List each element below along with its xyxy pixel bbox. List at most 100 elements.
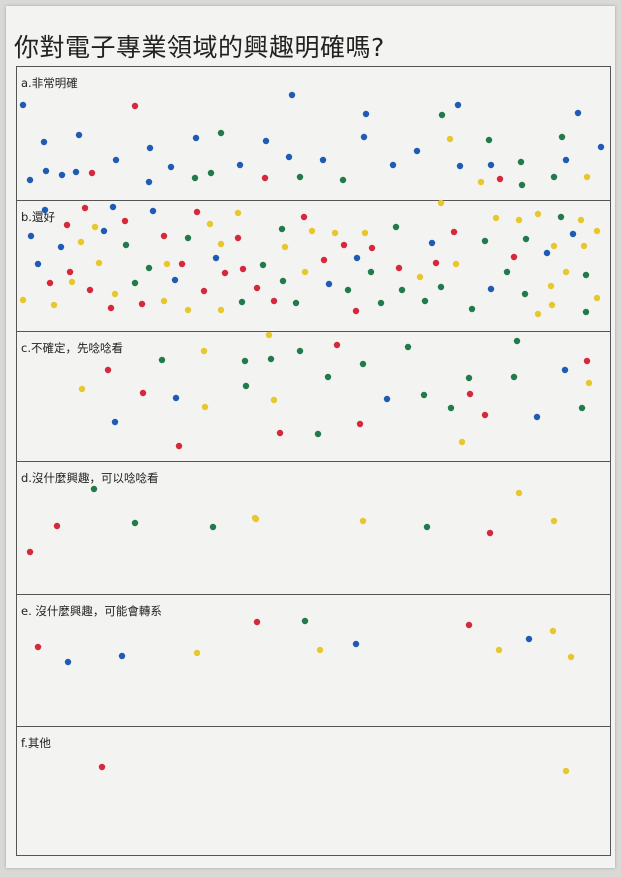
blue-sticker-dot xyxy=(27,232,35,240)
blue-sticker-dot xyxy=(171,276,179,284)
green-sticker-dot xyxy=(513,337,521,345)
blue-sticker-dot xyxy=(41,206,49,214)
green-sticker-dot xyxy=(468,305,476,313)
blue-sticker-dot xyxy=(487,161,495,169)
red-sticker-dot xyxy=(276,429,284,437)
green-sticker-dot xyxy=(437,283,445,291)
red-sticker-dot xyxy=(139,389,147,397)
section-label-b: b.還好 xyxy=(21,210,55,224)
yellow-sticker-dot xyxy=(217,240,225,248)
green-sticker-dot xyxy=(582,271,590,279)
green-sticker-dot xyxy=(557,213,565,221)
yellow-sticker-dot xyxy=(359,517,367,525)
blue-sticker-dot xyxy=(42,167,50,175)
green-sticker-dot xyxy=(392,223,400,231)
blue-sticker-dot xyxy=(353,254,361,262)
red-sticker-dot xyxy=(175,442,183,450)
section-c: c.不確定，先唸唸看 xyxy=(17,331,610,461)
green-sticker-dot xyxy=(420,391,428,399)
blue-sticker-dot xyxy=(146,144,154,152)
yellow-sticker-dot xyxy=(548,301,556,309)
yellow-sticker-dot xyxy=(331,229,339,237)
blue-sticker-dot xyxy=(64,658,72,666)
green-sticker-dot xyxy=(279,277,287,285)
yellow-sticker-dot xyxy=(301,268,309,276)
red-sticker-dot xyxy=(253,618,261,626)
green-sticker-dot xyxy=(90,485,98,493)
survey-poster: 你對電子專業領域的興趣明確嗎? a.非常明確 b.還好 c.不確定，先唸唸看 d… xyxy=(6,6,615,868)
blue-sticker-dot xyxy=(75,131,83,139)
red-sticker-dot xyxy=(104,366,112,374)
red-sticker-dot xyxy=(53,522,61,530)
yellow-sticker-dot xyxy=(534,210,542,218)
yellow-sticker-dot xyxy=(593,227,601,235)
red-sticker-dot xyxy=(131,102,139,110)
green-sticker-dot xyxy=(278,225,286,233)
blue-sticker-dot xyxy=(40,138,48,146)
blue-sticker-dot xyxy=(112,156,120,164)
red-sticker-dot xyxy=(450,228,458,236)
blue-sticker-dot xyxy=(543,249,551,257)
yellow-sticker-dot xyxy=(234,209,242,217)
green-sticker-dot xyxy=(339,176,347,184)
green-sticker-dot xyxy=(367,268,375,276)
yellow-sticker-dot xyxy=(163,260,171,268)
yellow-sticker-dot xyxy=(437,199,445,207)
green-sticker-dot xyxy=(518,181,526,189)
green-sticker-dot xyxy=(447,404,455,412)
red-sticker-dot xyxy=(26,548,34,556)
yellow-sticker-dot xyxy=(515,216,523,224)
blue-sticker-dot xyxy=(262,137,270,145)
green-sticker-dot xyxy=(296,173,304,181)
yellow-sticker-dot xyxy=(160,297,168,305)
red-sticker-dot xyxy=(261,174,269,182)
yellow-sticker-dot xyxy=(562,767,570,775)
green-sticker-dot xyxy=(404,343,412,351)
green-sticker-dot xyxy=(421,297,429,305)
red-sticker-dot xyxy=(138,300,146,308)
yellow-sticker-dot xyxy=(416,273,424,281)
blue-sticker-dot xyxy=(487,285,495,293)
section-e: e. 沒什麼興趣，可能會轉系 xyxy=(17,594,610,726)
yellow-sticker-dot xyxy=(577,216,585,224)
blue-sticker-dot xyxy=(574,109,582,117)
red-sticker-dot xyxy=(200,287,208,295)
red-sticker-dot xyxy=(432,259,440,267)
yellow-sticker-dot xyxy=(308,227,316,235)
dots-b xyxy=(19,199,601,318)
yellow-sticker-dot xyxy=(547,282,555,290)
yellow-sticker-dot xyxy=(458,438,466,446)
answer-grid: a.非常明確 b.還好 c.不確定，先唸唸看 d.沒什麼興趣，可以唸唸看 e. … xyxy=(16,66,611,856)
red-sticker-dot xyxy=(510,253,518,261)
yellow-sticker-dot xyxy=(593,294,601,302)
green-sticker-dot xyxy=(296,347,304,355)
yellow-sticker-dot xyxy=(580,242,588,250)
red-sticker-dot xyxy=(333,341,341,349)
red-sticker-dot xyxy=(395,264,403,272)
green-sticker-dot xyxy=(522,235,530,243)
green-sticker-dot xyxy=(158,356,166,364)
section-a: a.非常明確 xyxy=(17,67,610,200)
dots-a xyxy=(19,91,605,189)
yellow-sticker-dot xyxy=(252,515,260,523)
blue-sticker-dot xyxy=(111,418,119,426)
red-sticker-dot xyxy=(98,763,106,771)
green-sticker-dot xyxy=(423,523,431,531)
red-sticker-dot xyxy=(486,529,494,537)
yellow-sticker-dot xyxy=(77,238,85,246)
blue-sticker-dot xyxy=(192,134,200,142)
blue-sticker-dot xyxy=(288,91,296,99)
green-sticker-dot xyxy=(301,617,309,625)
section-d: d.沒什麼興趣，可以唸唸看 xyxy=(17,461,610,594)
green-sticker-dot xyxy=(209,523,217,531)
green-sticker-dot xyxy=(485,136,493,144)
green-sticker-dot xyxy=(207,169,215,177)
yellow-sticker-dot xyxy=(201,403,209,411)
blue-sticker-dot xyxy=(533,413,541,421)
red-sticker-dot xyxy=(481,411,489,419)
green-sticker-dot xyxy=(145,264,153,272)
green-sticker-dot xyxy=(377,299,385,307)
yellow-sticker-dot xyxy=(281,243,289,251)
green-sticker-dot xyxy=(238,298,246,306)
blue-sticker-dot xyxy=(319,156,327,164)
